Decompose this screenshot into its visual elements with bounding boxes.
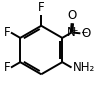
- Text: O: O: [81, 27, 91, 40]
- Text: −: −: [80, 27, 87, 36]
- Text: +: +: [70, 26, 78, 35]
- Text: F: F: [3, 61, 10, 74]
- Text: N: N: [67, 26, 76, 39]
- Text: F: F: [38, 1, 45, 14]
- Text: F: F: [3, 26, 10, 39]
- Text: O: O: [68, 9, 77, 22]
- Text: NH₂: NH₂: [73, 61, 95, 74]
